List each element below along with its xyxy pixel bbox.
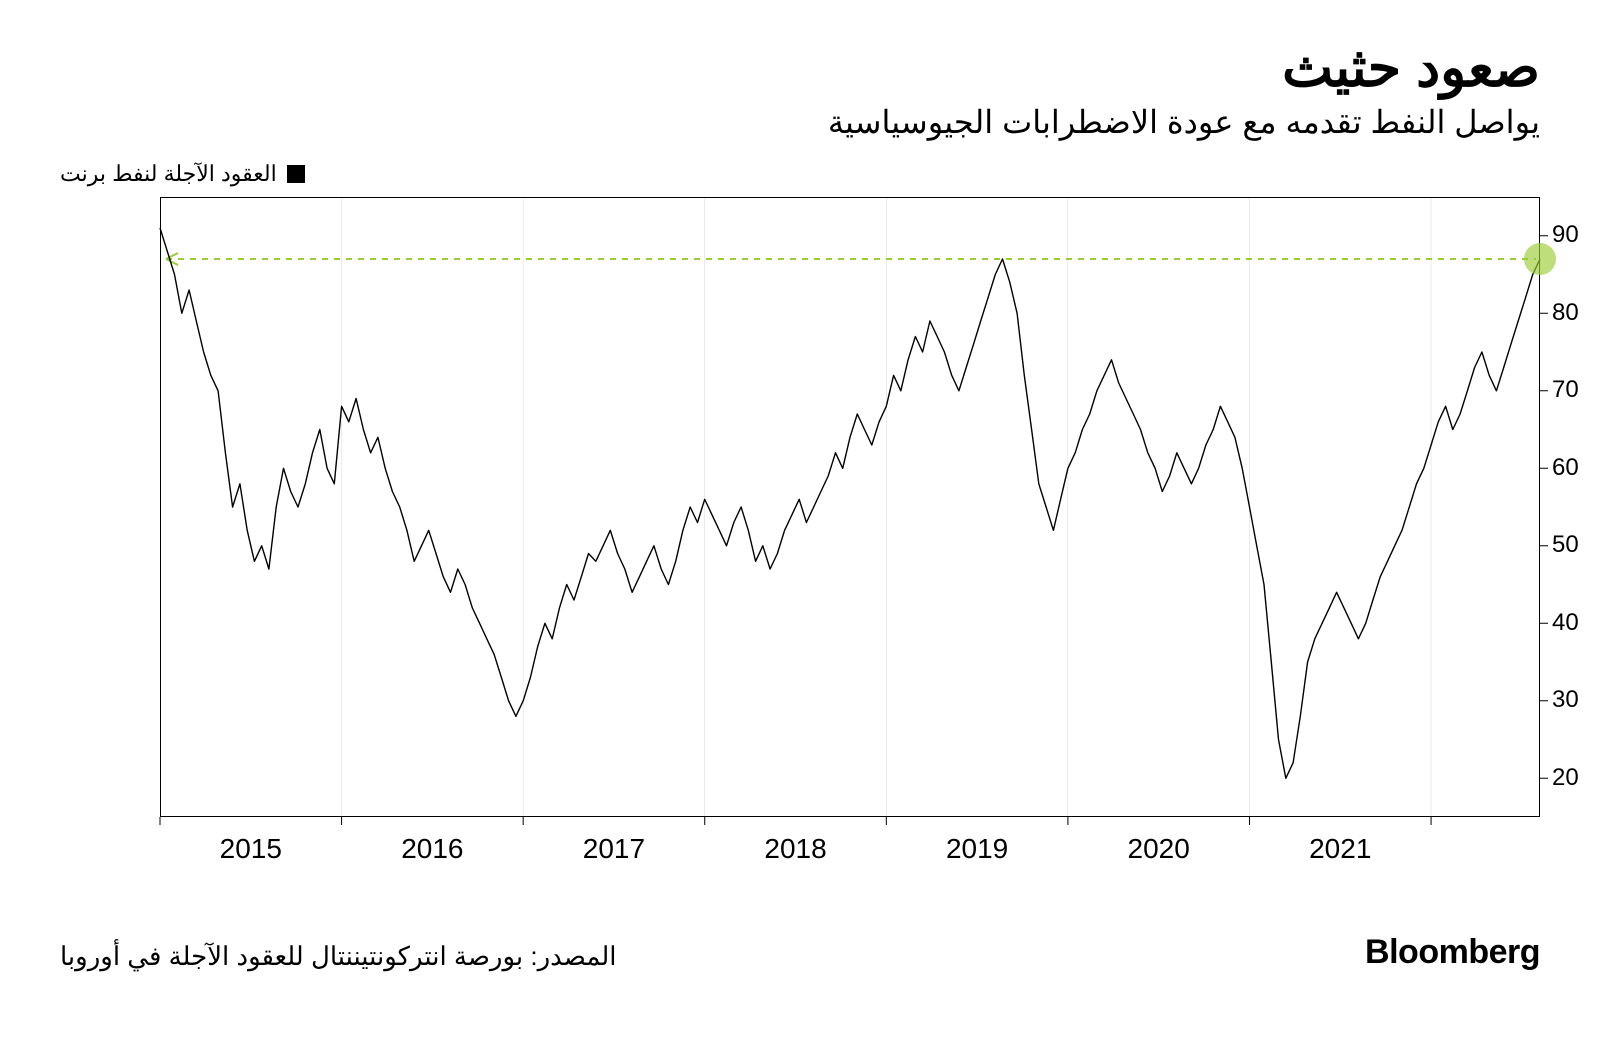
- x-tick-label: 2019: [946, 833, 1008, 865]
- chart-subtitle: يواصل النفط تقدمه مع عودة الاضطرابات الج…: [60, 103, 1540, 141]
- y-tick-label: 40: [1552, 609, 1579, 637]
- source-label: المصدر: بورصة انتركونتيننتال للعقود الآج…: [60, 941, 617, 972]
- y-tick-label: 80: [1552, 299, 1579, 327]
- y-tick-label: 70: [1552, 376, 1579, 404]
- chart-title: صعود حثيث: [60, 40, 1540, 97]
- y-tick-label: 30: [1552, 686, 1579, 714]
- chart-container: 2030405060708090 دولار للبرميل 201520162…: [160, 197, 1540, 877]
- x-tick-label: 2016: [401, 833, 463, 865]
- x-tick-label: 2021: [1309, 833, 1371, 865]
- line-chart: [160, 197, 1540, 817]
- legend-label: العقود الآجلة لنفط برنت: [60, 161, 277, 187]
- x-tick-label: 2020: [1128, 833, 1190, 865]
- brand-label: Bloomberg: [1365, 933, 1540, 972]
- y-tick-label: 50: [1552, 531, 1579, 559]
- x-axis-labels: 2015 2016 2017 2018 2019 2020 2021: [160, 833, 1540, 873]
- x-tick-label: 2018: [764, 833, 826, 865]
- x-tick-label: 2015: [220, 833, 282, 865]
- y-tick-label: 20: [1552, 764, 1579, 792]
- y-tick-label: 90: [1552, 221, 1579, 249]
- legend-swatch: [287, 165, 305, 183]
- y-tick-label: 60: [1552, 454, 1579, 482]
- legend: العقود الآجلة لنفط برنت: [60, 161, 1540, 187]
- x-tick-label: 2017: [583, 833, 645, 865]
